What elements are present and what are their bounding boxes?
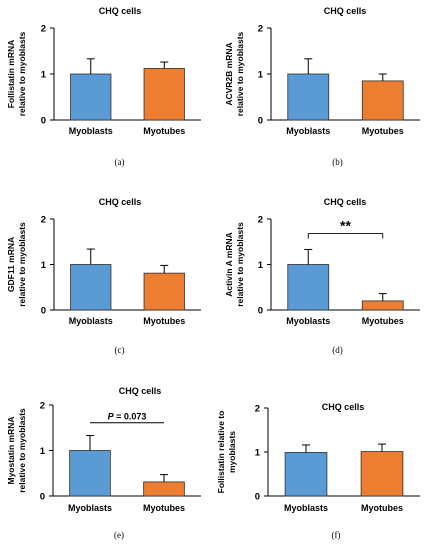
y-tick-label: 0	[41, 306, 46, 317]
panel-label: (e)	[114, 530, 124, 540]
x-tick-label: Myotubes	[143, 126, 185, 136]
y-tick-label: 1	[258, 260, 264, 271]
y-tick-label: 0	[255, 492, 260, 503]
chart-panel: CHQ cells Follistatin relative to myoblast…	[216, 402, 420, 540]
y-axis-label: relative to myoblasts	[17, 222, 27, 307]
chart-title: CHQ cells	[99, 197, 142, 207]
y-axis-label: myoblasts	[227, 431, 237, 473]
y-tick-label: 1	[40, 446, 46, 457]
y-axis-label: GDF11 mRNA	[6, 237, 16, 292]
y-axis-label: relative to myoblasts	[235, 31, 245, 116]
bar-myoblasts	[287, 264, 330, 311]
chart-title: CHQ cells	[324, 6, 367, 16]
y-axis-label: Follistatin relative to	[216, 411, 226, 494]
bar-myotubes	[143, 481, 185, 497]
y-axis-label: relative to myoblasts	[17, 408, 27, 493]
y-tick-label: 2	[255, 404, 260, 415]
chart-panel: CHQ cells Myostatin mRNA relative to myobl…	[6, 386, 201, 540]
bar-myotubes	[360, 451, 404, 497]
chart-panel: CHQ cells Activin A mRNA relative to myobl…	[224, 197, 420, 355]
bar-myoblasts	[287, 73, 330, 121]
bar-myoblasts	[69, 450, 111, 497]
x-tick-label: Myoblasts	[68, 503, 112, 513]
x-tick-label: Myotubes	[362, 126, 404, 136]
x-tick-label: Myoblasts	[69, 316, 113, 326]
y-tick-label: 2	[258, 215, 263, 226]
y-tick-label: 1	[258, 70, 264, 81]
x-tick-label: Myoblasts	[286, 126, 330, 136]
chart-title: CHQ cells	[99, 6, 142, 16]
x-tick-label: Myoblasts	[69, 126, 113, 136]
y-axis-label: Follistatin mRNA	[6, 40, 16, 108]
bar-myoblasts	[70, 264, 112, 311]
bar-myoblasts	[70, 73, 112, 121]
y-axis-label: Myostatin mRNA	[6, 416, 16, 484]
chart-title: CHQ cells	[119, 386, 162, 396]
chart-panel: CHQ cells GDF11 mRNA relative to myoblasts…	[6, 197, 201, 355]
y-tick-label: 0	[258, 116, 263, 127]
chart-panel: CHQ cells Follistatin mRNA relative to myo…	[6, 6, 201, 167]
significance-stars: **	[340, 218, 351, 234]
y-tick-label: 1	[41, 70, 47, 81]
chart-panel: CHQ cells ACVR2B mRNA relative to myoblast…	[224, 6, 420, 167]
y-axis-label: relative to myoblasts	[235, 222, 245, 307]
x-tick-label: Myotubes	[143, 503, 185, 513]
y-tick-label: 2	[41, 24, 46, 35]
panel-label: (a)	[115, 157, 125, 167]
x-tick-label: Myotubes	[143, 316, 185, 326]
y-axis-label: Activin A mRNA	[224, 232, 234, 297]
panel-label: (f)	[332, 530, 341, 540]
bar-myotubes	[361, 80, 404, 121]
p-value: = 0.073	[114, 412, 147, 422]
bar-myotubes	[143, 272, 185, 311]
panel-label: (c)	[115, 345, 125, 355]
bar-myotubes	[143, 68, 185, 121]
bar-myotubes	[361, 300, 404, 311]
x-tick-label: Myotubes	[361, 503, 403, 513]
y-tick-label: 0	[40, 492, 45, 503]
panel-label: (d)	[332, 345, 343, 355]
y-tick-label: 0	[41, 116, 46, 127]
panel-label: (b)	[332, 157, 343, 167]
y-axis-label: ACVR2B mRNA	[224, 42, 234, 105]
y-tick-label: 2	[40, 401, 45, 412]
y-tick-label: 1	[41, 260, 47, 271]
y-axis-label: relative to myoblasts	[17, 31, 27, 116]
y-tick-label: 0	[258, 306, 263, 317]
x-tick-label: Myoblasts	[286, 316, 330, 326]
p-value-label: P = 0.073	[108, 412, 147, 422]
x-tick-label: Myotubes	[362, 316, 404, 326]
chart-title: CHQ cells	[322, 402, 365, 412]
chart-title: CHQ cells	[324, 197, 367, 207]
bar-myoblasts	[284, 452, 328, 497]
x-tick-label: Myoblasts	[284, 503, 328, 513]
y-tick-label: 2	[258, 24, 263, 35]
y-tick-label: 2	[41, 215, 46, 226]
y-tick-label: 1	[255, 448, 261, 459]
p-symbol: P	[108, 412, 115, 422]
